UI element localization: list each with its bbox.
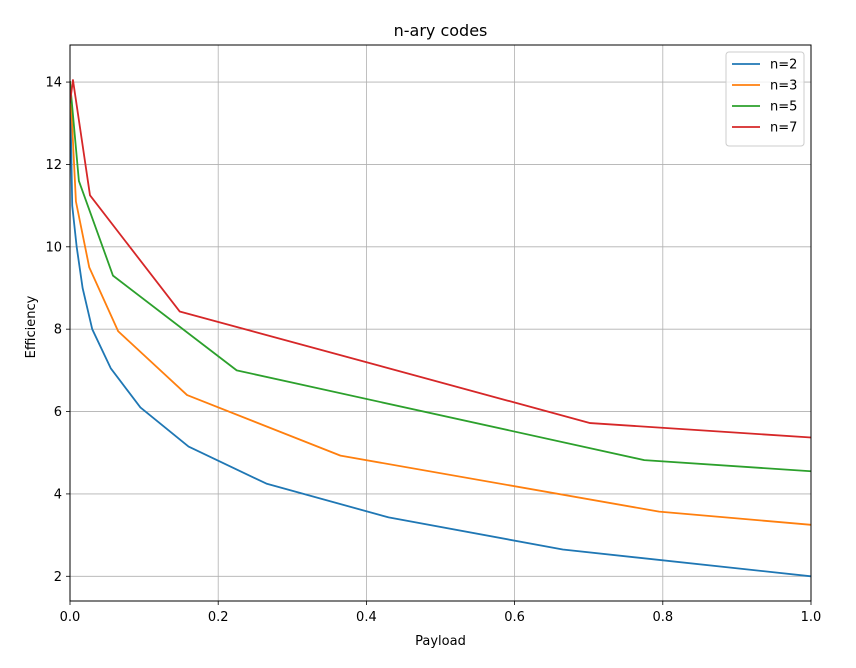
y-tick-label: 2 [54,570,62,585]
y-tick-label: 6 [54,405,62,420]
legend: n=2 n=3 n=5 n=7 [725,51,805,147]
x-axis-label: Payload [415,634,466,649]
legend-label: n=7 [770,121,797,136]
chart-title: n-ary codes [394,21,488,40]
plot-lines [70,79,811,578]
series-line-n-2 [70,81,811,578]
plot-background [70,45,811,601]
legend-label: n=5 [770,100,797,115]
x-tick-label: 0.8 [652,610,673,625]
y-tick-label: 14 [45,76,62,91]
series-line-n-3 [70,81,811,526]
y-axis-ticks: 2 4 6 8 10 12 14 [45,76,70,585]
x-tick-label: 1.0 [801,610,822,625]
x-tick-label: 0.0 [60,610,81,625]
y-tick-label: 8 [54,323,62,338]
y-tick-label: 4 [54,487,62,502]
plot-frame [69,44,812,602]
grid [69,45,812,601]
x-tick-label: 0.2 [208,610,229,625]
series-line-n-5 [70,81,811,473]
legend-label: n=2 [770,58,797,73]
y-axis-label: Efficiency [24,295,39,358]
x-tick-label: 0.4 [356,610,377,625]
legend-label: n=3 [770,79,797,94]
x-axis-ticks: 0.0 0.2 0.4 0.6 0.8 1.0 [60,601,822,625]
series-line-n-7 [70,79,811,439]
y-tick-label: 10 [45,240,62,255]
y-tick-label: 12 [45,158,62,173]
x-tick-label: 0.6 [504,610,525,625]
legend-box [725,51,805,147]
